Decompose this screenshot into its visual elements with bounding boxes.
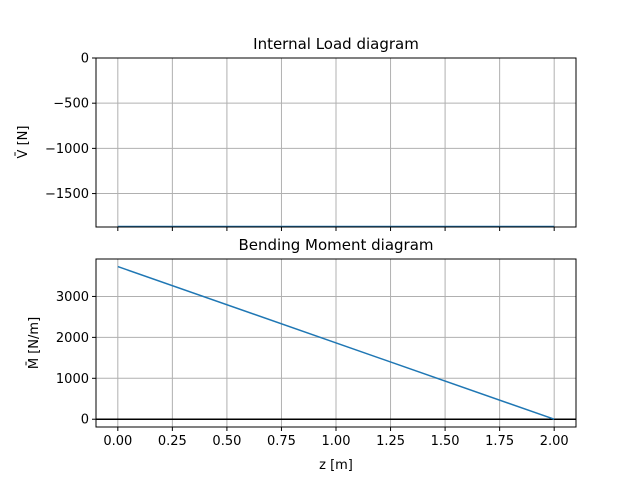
moment-panel: 0.00 0.25 0.50 0.75 1.00 1.25 1.50 1.75 2.00 0 100…: [27, 236, 577, 473]
moment-series-line: [117, 265, 555, 420]
moment-x-tick-label: 0.50: [212, 434, 241, 449]
moment-title: Bending Moment diagram: [239, 236, 434, 254]
moment-x-tick-label: 0.25: [158, 434, 187, 449]
moment-x-tick-label: 2.00: [540, 434, 569, 449]
shear-y-tick-label: −1000: [45, 142, 89, 157]
moment-y-tick-label: 0: [81, 413, 89, 428]
moment-x-tick-label: 1.25: [376, 434, 405, 449]
moment-axes: 0.00 0.25 0.50 0.75 1.00 1.25 1.50 1.75 2.00 0 100…: [56, 258, 577, 449]
moment-x-tick-label: 0.00: [103, 434, 132, 449]
moment-y-tick-label: 1000: [56, 372, 89, 387]
moment-ylabel: M̄ [N/m]: [27, 317, 42, 369]
moment-y-tick-label: 2000: [56, 331, 89, 346]
shear-ylabel: V̄ [N]: [16, 126, 31, 159]
moment-x-tick-label: 0.75: [267, 434, 296, 449]
moment-x-tick-label: 1.00: [322, 434, 351, 449]
shear-y-tick-label: −500: [53, 97, 89, 112]
shear-y-tick-label: 0: [81, 52, 89, 67]
shear-title: Internal Load diagram: [253, 35, 419, 53]
shear-axes: 0 −500 −1000 −1500: [45, 52, 577, 231]
moment-x-tick-label: 1.50: [431, 434, 460, 449]
moment-marks: [96, 265, 576, 420]
moment-xlabel: z [m]: [319, 458, 353, 473]
moment-y-tick-label: 3000: [56, 290, 89, 305]
shear-panel: 0 −500 −1000 −1500 Internal Load diagram V̄…: [16, 35, 577, 231]
moment-x-tick-label: 1.75: [485, 434, 514, 449]
shear-y-tick-label: −1500: [45, 187, 89, 202]
